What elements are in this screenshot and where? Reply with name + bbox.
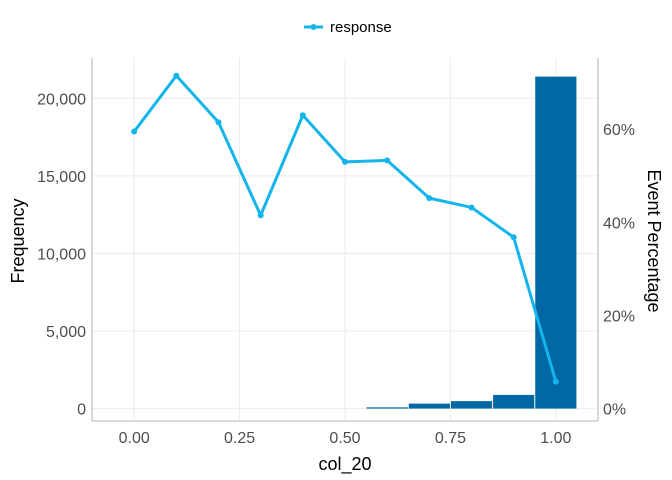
response-data-point: [510, 234, 517, 241]
histogram-bar: [493, 394, 535, 409]
y2-tick-label: 0%: [603, 402, 626, 419]
legend-label-response: response: [330, 19, 392, 36]
histogram-bar: [535, 76, 577, 409]
y-tick-label: 10,000: [37, 246, 86, 263]
x-tick-label: 0.50: [329, 430, 360, 447]
response-data-point: [131, 128, 138, 135]
response-data-point: [215, 119, 222, 126]
y-axis-title: Frequency: [8, 198, 28, 283]
response-data-point: [468, 204, 475, 211]
response-data-point: [173, 72, 180, 79]
response-data-point: [299, 112, 306, 119]
y-tick-label: 5,000: [46, 324, 86, 341]
y2-tick-label: 60%: [603, 122, 635, 139]
y-tick-label: 0: [77, 402, 86, 419]
axes: [91, 58, 599, 422]
histogram-bar: [366, 407, 408, 409]
y2-tick-label: 40%: [603, 215, 635, 232]
tick-labels: 0.00 0.25 0.50 0.75 1.00 0 5,000 10,000 15,000 20…: [37, 91, 635, 447]
x-tick-label: 0.00: [119, 430, 150, 447]
x-tick-label: 0.75: [435, 430, 466, 447]
response-data-point: [257, 212, 264, 219]
legend-point-swatch: [310, 24, 317, 30]
response-data-point: [384, 157, 391, 164]
response-data-point: [426, 195, 433, 202]
grid: [92, 58, 598, 421]
y-tick-label: 20,000: [37, 91, 86, 108]
y-tick-label: 15,000: [37, 169, 86, 186]
response-data-point: [342, 158, 348, 165]
response-line: [131, 72, 559, 385]
legend: response: [304, 19, 392, 36]
x-tick-label: 0.25: [224, 430, 255, 447]
x-axis-title: col_20: [318, 454, 371, 475]
y2-tick-label: 20%: [603, 308, 635, 325]
y2-axis-title: Event Percentage: [644, 169, 664, 312]
response-data-point: [552, 378, 559, 385]
histogram-bar: [408, 403, 450, 409]
bars: [366, 76, 577, 409]
x-tick-label: 1.00: [540, 430, 571, 447]
histogram-bar: [450, 401, 493, 409]
